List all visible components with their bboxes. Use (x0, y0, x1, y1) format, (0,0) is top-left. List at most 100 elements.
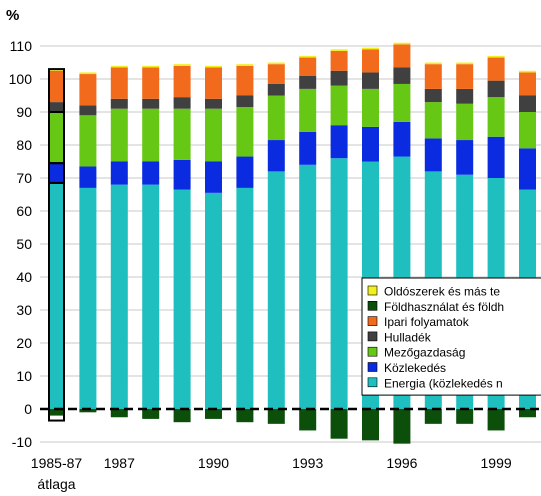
x-tick-sublabel: átlaga (37, 476, 75, 492)
bar-foldhasznalat-es-foldh-1986 (79, 409, 97, 413)
legend-box (361, 277, 541, 396)
legend-label-mezogazdasag: Mezőgazdaság (384, 346, 465, 360)
bar-oldoszerek-es-mas-te-2000 (519, 70, 536, 73)
bar-oldoszerek-es-mas-te-1990 (205, 65, 222, 68)
y-tick-label: 20 (16, 335, 32, 351)
bar-mezogazdasag-1997 (424, 102, 442, 139)
bar-oldoszerek-es-mas-te-1992 (267, 62, 285, 65)
legend-swatch-foldhasznalat-es-foldh (367, 300, 378, 311)
bar-hulladek-1998 (456, 88, 474, 104)
bar-energia-kozlekedes-n-1990 (205, 192, 222, 409)
bar-ipari-folyamatok-1986 (79, 74, 97, 106)
bar-oldoszerek-es-mas-te-1994 (330, 49, 348, 51)
bar-oldoszerek-es-mas-te-1998 (456, 62, 474, 65)
bar-energia-kozlekedes-n-1993 (299, 164, 317, 409)
bar-foldhasznalat-es-foldh-1990 (205, 409, 222, 419)
x-tick-label: 1996 (386, 455, 417, 471)
bar-energia-kozlekedes-n-1988 (142, 184, 160, 409)
bar-energia-kozlekedes-n-1989 (173, 189, 191, 409)
bar-hulladek-1989 (173, 97, 191, 109)
legend-swatch-energia-kozlekedes-n (367, 377, 378, 388)
bar-hulladek-1997 (424, 88, 442, 103)
bar-foldhasznalat-es-foldh-1996 (393, 409, 411, 444)
bar-ipari-folyamatok-1990 (205, 67, 222, 99)
bar-foldhasznalat-es-foldh-1994 (330, 409, 348, 439)
bar-ipari-folyamatok-1997 (424, 64, 442, 89)
bar-kozlekedes-1996 (393, 121, 411, 157)
bar-foldhasznalat-es-foldh-1995 (362, 409, 379, 441)
highlight-box-2 (48, 68, 65, 113)
bar-ipari-folyamatok-1991 (236, 65, 254, 96)
bar-oldoszerek-es-mas-te-1997 (424, 62, 442, 65)
bar-oldoszerek-es-mas-te-1986 (79, 72, 97, 75)
bar-hulladek-1988 (142, 98, 160, 109)
bar-ipari-folyamatok-1988 (142, 67, 160, 99)
bar-oldoszerek-es-mas-te-1989 (173, 64, 191, 66)
bar-ipari-folyamatok-1992 (267, 64, 285, 84)
bar-foldhasznalat-es-foldh-1993 (299, 409, 317, 431)
bar-kozlekedes-1988 (142, 161, 160, 185)
bar-energia-kozlekedes-n-1985-87-atlaga (48, 182, 65, 409)
bar-kozlekedes-1986 (79, 166, 97, 188)
bar-ipari-folyamatok-1985-87-atlaga (48, 70, 65, 103)
y-tick-label: 90 (16, 104, 32, 120)
bar-ipari-folyamatok-1994 (330, 50, 348, 71)
bar-ipari-folyamatok-1989 (173, 65, 191, 98)
y-tick-label: 100 (9, 71, 33, 87)
bar-ipari-folyamatok-1993 (299, 57, 317, 76)
bar-mezogazdasag-1991 (236, 107, 254, 157)
bar-kozlekedes-1985-87-atlaga (48, 163, 65, 183)
legend-swatch-ipari-folyamatok (367, 316, 378, 326)
x-tick-label: 1990 (198, 455, 229, 471)
bar-foldhasznalat-es-foldh-1988 (142, 409, 160, 419)
bar-kozlekedes-1993 (299, 131, 317, 165)
y-tick-label: 80 (16, 137, 32, 153)
bar-oldoszerek-es-mas-te-1999 (487, 55, 505, 58)
bar-mezogazdasag-1994 (330, 85, 348, 126)
bar-oldoszerek-es-mas-te-1993 (299, 55, 317, 58)
y-tick-label: 10 (16, 368, 32, 384)
highlight-box-energy (48, 181, 65, 422)
bar-hulladek-1992 (267, 83, 285, 96)
bar-foldhasznalat-es-foldh-2000 (519, 409, 536, 418)
y-tick-label: 50 (16, 236, 32, 252)
x-tick-label: 1999 (481, 455, 512, 471)
bar-oldoszerek-es-mas-te-1996 (393, 42, 411, 45)
bar-kozlekedes-1987 (110, 161, 128, 185)
bar-energia-kozlekedes-n-1992 (267, 171, 285, 409)
legend-swatch-kozlekedes (367, 362, 378, 372)
bar-ipari-folyamatok-1995 (362, 49, 379, 73)
bar-hulladek-1999 (487, 80, 505, 98)
legend-label-ipari-folyamatok: Ipari folyamatok (384, 315, 470, 329)
bar-mezogazdasag-1999 (487, 97, 505, 137)
bar-hulladek-1991 (236, 95, 254, 108)
bar-mezogazdasag-1985-87-atlaga (48, 112, 65, 164)
bar-kozlekedes-1992 (267, 140, 285, 172)
bar-ipari-folyamatok-2000 (519, 72, 536, 96)
bar-oldoszerek-es-mas-te-1988 (142, 65, 160, 68)
x-tick-label: 1987 (104, 455, 135, 471)
bar-mezogazdasag-1998 (456, 103, 474, 141)
bar-kozlekedes-1991 (236, 156, 254, 188)
bar-ipari-folyamatok-1998 (456, 64, 474, 89)
bar-hulladek-1985-87-atlaga (48, 102, 65, 112)
bar-mezogazdasag-1993 (299, 88, 317, 132)
y-axis-label: % (6, 7, 19, 24)
legend-swatch-hulladek (367, 331, 378, 342)
bar-foldhasznalat-es-foldh-1991 (236, 409, 254, 423)
y-tick-label: 30 (16, 302, 32, 318)
baseline-period-highlight (48, 68, 65, 422)
bar-hulladek-1990 (205, 98, 222, 109)
bar-hulladek-1996 (393, 67, 411, 84)
x-tick-label: 1985-87 (31, 455, 83, 471)
legend-label-kozlekedes: Közlekedés (384, 361, 446, 375)
bar-kozlekedes-1995 (362, 126, 379, 162)
bar-hulladek-1986 (79, 105, 97, 116)
axes: -10 0 10 20 30 40 50 60 70 80 90 100 110 1985-87 1987 1… (9, 38, 541, 492)
bar-hulladek-1993 (299, 75, 317, 89)
legend-label-foldhasznalat-es-foldh: Földhasználat és földh (384, 300, 504, 314)
y-tick-label: 60 (16, 203, 32, 219)
bar-ipari-folyamatok-1996 (393, 44, 411, 68)
